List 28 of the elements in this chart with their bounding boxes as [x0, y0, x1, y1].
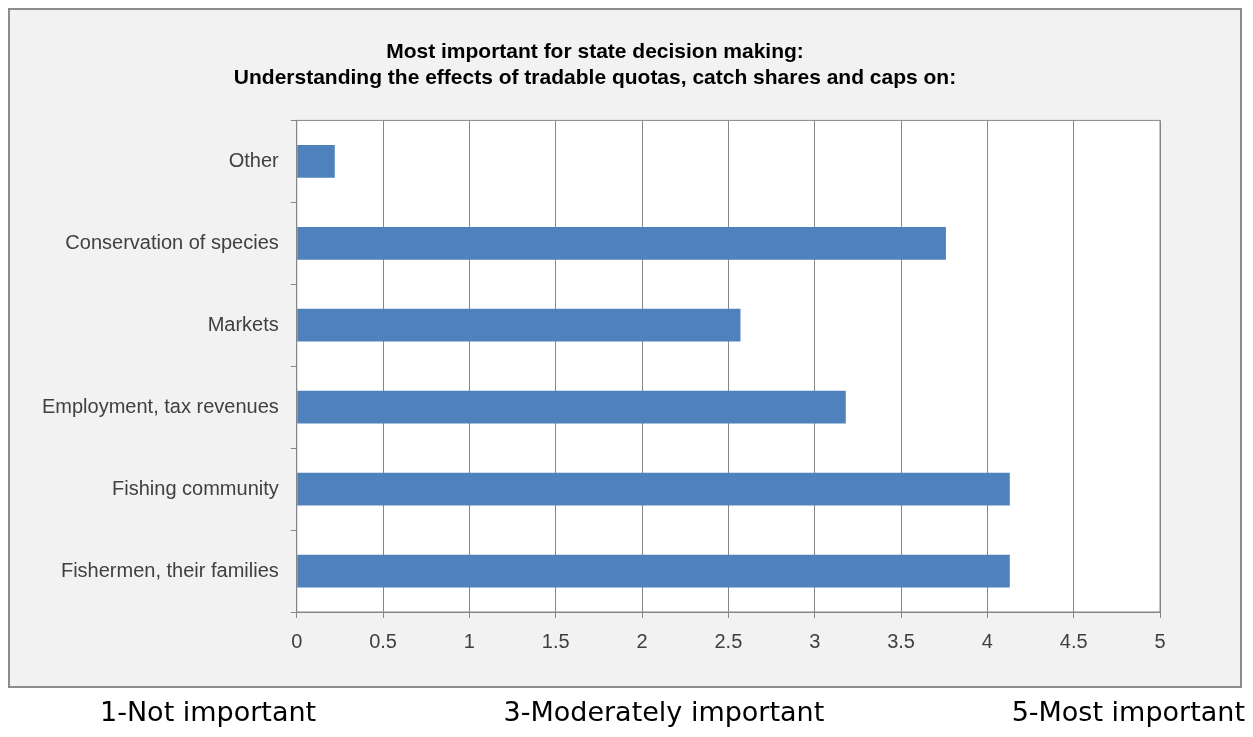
x-tick-label: 0.5 [369, 629, 398, 652]
x-tick-label: 4 [981, 629, 993, 652]
x-tick-label: 0 [291, 629, 303, 652]
bar [297, 226, 946, 260]
bar [297, 308, 741, 342]
x-tick-label: 1.5 [541, 629, 570, 652]
bar [297, 472, 1010, 506]
y-tick-label: Employment, tax revenues [42, 394, 279, 417]
y-tick-label: Fishermen, their families [60, 558, 279, 581]
x-tick-label: 3.5 [887, 629, 915, 652]
y-tick-label: Markets [207, 312, 279, 335]
y-tick-label: Fishing community [112, 476, 279, 499]
x-tick-label: 2 [636, 629, 648, 652]
bar [297, 390, 846, 424]
text: Most important for state decision making: [386, 39, 804, 63]
x-tick-label: 5 [1154, 629, 1166, 652]
bar [297, 554, 1010, 588]
text: 3-Moderately important [503, 696, 825, 727]
x-tick-label: 3 [809, 629, 821, 652]
x-tick-label: 1 [463, 629, 475, 652]
y-tick-label: Other [228, 148, 280, 171]
x-tick-label: 4.5 [1059, 629, 1088, 652]
text: 1-Not important [100, 696, 317, 727]
text: Understanding the effects of tradable quotas, catch shares and caps on: [233, 64, 957, 88]
text: 5-Most important [1011, 696, 1245, 727]
bar [297, 144, 335, 178]
y-tick-label: Conservation of species [65, 230, 279, 253]
x-tick-label: 2.5 [714, 629, 743, 652]
